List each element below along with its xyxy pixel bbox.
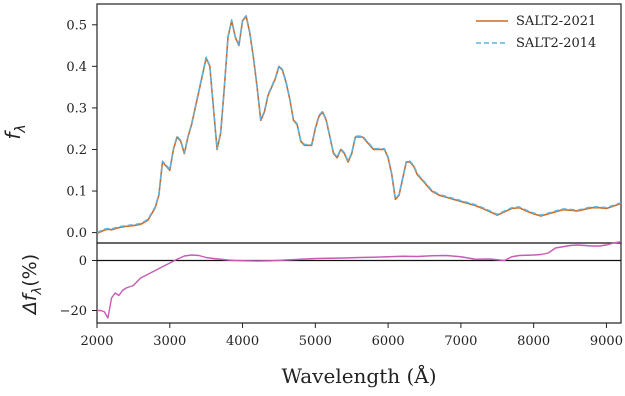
top-y-tick-label: 0.2 [66, 143, 87, 158]
top-y-tick-label: 0.4 [66, 60, 87, 75]
top-y-tick-label: 0.1 [66, 185, 87, 200]
x-tick-label: 3000 [153, 334, 186, 349]
bottom-ylabel-prefix: Δf [19, 291, 41, 316]
series-line-salt2-2014 [96, 14, 622, 234]
top-y-tick-label: 0.5 [66, 18, 87, 33]
top-ylabel-main: f [1, 130, 25, 140]
bottom-y-axis-label: Δfλ(%) [19, 254, 45, 316]
bottom-y-tick-label: −20 [60, 304, 87, 319]
x-axis-label: Wavelength (Å) [281, 363, 436, 388]
x-tick-label: 9000 [590, 334, 623, 349]
top-series-group [96, 14, 622, 235]
x-tick-label: 6000 [372, 334, 405, 349]
top-y-axis-label: fλ [1, 124, 29, 139]
bottom-y-tick-label: 0 [79, 254, 87, 269]
legend-label-salt2-2021: SALT2-2021 [516, 14, 596, 29]
x-tick-label: 2000 [80, 334, 113, 349]
top-y-tick-label: 0.3 [66, 101, 87, 116]
top-y-ticks: 0.0 0.1 0.2 0.3 0.4 0.5 [66, 18, 97, 241]
series-line-residual [97, 241, 622, 319]
top-y-tick-label: 0.0 [66, 226, 87, 241]
bottom-series-group [97, 241, 622, 319]
bottom-y-ticks: 0 −20 [60, 254, 97, 319]
legend-label-salt2-2014: SALT2-2014 [516, 36, 596, 51]
legend: SALT2-2021 SALT2-2014 [476, 14, 596, 51]
svg-text:Δfλ(%): Δfλ(%) [19, 254, 45, 316]
x-ticks: 2000 3000 4000 5000 6000 7000 8000 9000 [80, 323, 623, 349]
bottom-ylabel-suffix: (%) [19, 254, 41, 287]
x-tick-label: 4000 [226, 334, 259, 349]
bottom-panel-frame [96, 242, 622, 324]
bottom-ylabel-sub: λ [30, 287, 45, 296]
x-tick-label: 5000 [299, 334, 332, 349]
x-tick-label: 8000 [517, 334, 550, 349]
x-tick-label: 7000 [444, 334, 477, 349]
top-ylabel-sub: λ [13, 124, 29, 133]
svg-text:fλ: fλ [1, 124, 29, 139]
